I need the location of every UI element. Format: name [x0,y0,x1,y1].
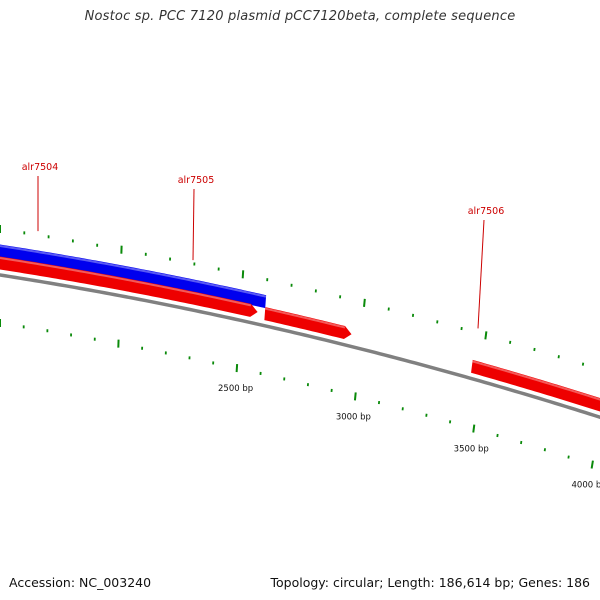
gene-alr7505 [264,307,352,340]
label-leader-alr7505 [192,188,195,261]
outer-tick-major [241,270,245,279]
scale-label-2500: 2500 bp [218,384,253,394]
scale-label-4000: 4000 bp [572,480,600,490]
gene-feature-1 [0,256,258,317]
inner-tick-major [353,392,357,401]
topology-summary: Topology: circular; Length: 186,614 bp; … [270,575,591,590]
gene-highlight [0,245,267,298]
scale-label-3500: 3500 bp [454,444,489,454]
outer-tick-ring [0,225,585,366]
scale-label-3000: 3000 bp [336,412,371,422]
gene-label-alr7504: alr7504 [22,162,59,173]
backbone-line [0,273,600,420]
gene-track [0,244,600,412]
gene-highlight [264,307,346,329]
gene-alr7504 [0,244,267,309]
outer-tick-major [363,298,366,307]
backbone-curve [0,273,600,420]
inner-tick-major [590,460,594,469]
inner-tick-major [235,364,239,373]
label-leaders [37,176,485,329]
accession-text: Accession: NC_003240 [9,575,152,590]
gene-label-alr7506: alr7506 [468,206,505,217]
inner-tick-major [472,424,476,433]
scale-labels: 2500 bp 3000 bp 3500 bp 4000 bp [218,384,600,490]
gene-highlight [472,360,600,401]
label-leader-alr7506 [477,219,485,329]
map-title: Nostoc sp. PCC 7120 plasmid pCC7120beta,… [84,9,516,24]
outer-tick-major [484,331,488,340]
gene-labels: alr7504 alr7505 alr7506 [22,162,505,217]
gene-alr7506 [471,359,600,412]
gene-highlight [0,257,252,307]
gene-label-alr7505: alr7505 [178,175,215,186]
inner-tick-ring [0,319,594,469]
